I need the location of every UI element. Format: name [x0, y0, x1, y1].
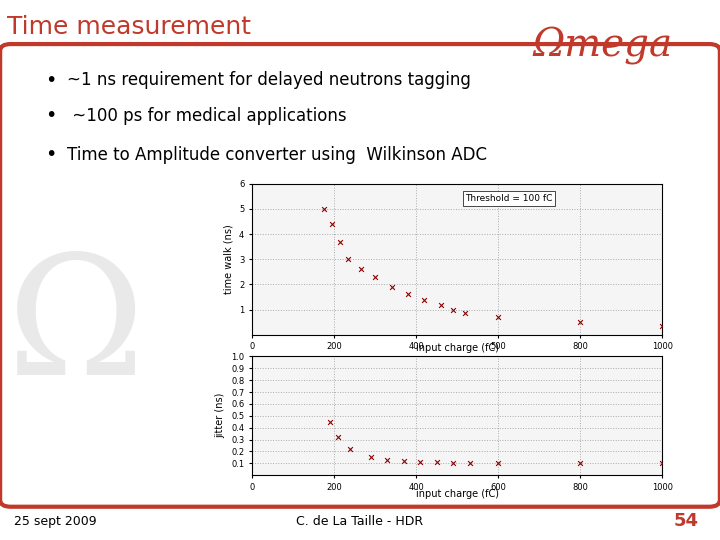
Point [398, 457, 410, 465]
Text: Ω: Ω [6, 249, 145, 410]
Text: Ωmega: Ωmega [533, 26, 672, 65]
Point [369, 273, 381, 281]
Point [575, 318, 586, 327]
Point [386, 282, 397, 291]
Point [431, 458, 442, 467]
Text: Threshold = 100 fC: Threshold = 100 fC [465, 194, 553, 203]
Point [365, 453, 377, 462]
Point [333, 433, 344, 442]
Point [318, 205, 330, 213]
Text: input charge (fC): input charge (fC) [415, 343, 499, 353]
Text: input charge (fC): input charge (fC) [415, 489, 499, 499]
Point [345, 445, 356, 454]
Point [459, 309, 471, 318]
Point [657, 459, 668, 468]
Text: Time to Amplitude converter using  Wilkinson ADC: Time to Amplitude converter using Wilkin… [67, 146, 487, 164]
Point [402, 290, 414, 299]
Text: 25 sept 2009: 25 sept 2009 [14, 515, 97, 528]
Text: •: • [45, 145, 56, 165]
Point [657, 322, 668, 330]
Text: Time measurement: Time measurement [7, 15, 251, 39]
Point [464, 459, 475, 468]
Y-axis label: time walk (ns): time walk (ns) [223, 224, 233, 294]
Point [415, 458, 426, 467]
Text: •: • [45, 71, 56, 90]
Text: •: • [45, 106, 56, 125]
Point [324, 417, 336, 426]
Point [343, 255, 354, 264]
Text: ~1 ns requirement for delayed neutrons tagging: ~1 ns requirement for delayed neutrons t… [67, 71, 471, 89]
Point [575, 459, 586, 468]
Point [335, 237, 346, 246]
Point [418, 295, 430, 304]
Point [355, 265, 366, 274]
Text: C. de La Taille - HDR: C. de La Taille - HDR [297, 515, 423, 528]
Point [492, 313, 504, 321]
Point [382, 455, 393, 464]
Point [435, 300, 446, 309]
Point [326, 220, 338, 228]
Point [492, 459, 504, 468]
Y-axis label: jitter (ns): jitter (ns) [215, 393, 225, 438]
Point [447, 305, 459, 314]
Point [447, 459, 459, 468]
Text: 54: 54 [673, 512, 698, 530]
Text: ~100 ps for medical applications: ~100 ps for medical applications [67, 107, 346, 125]
